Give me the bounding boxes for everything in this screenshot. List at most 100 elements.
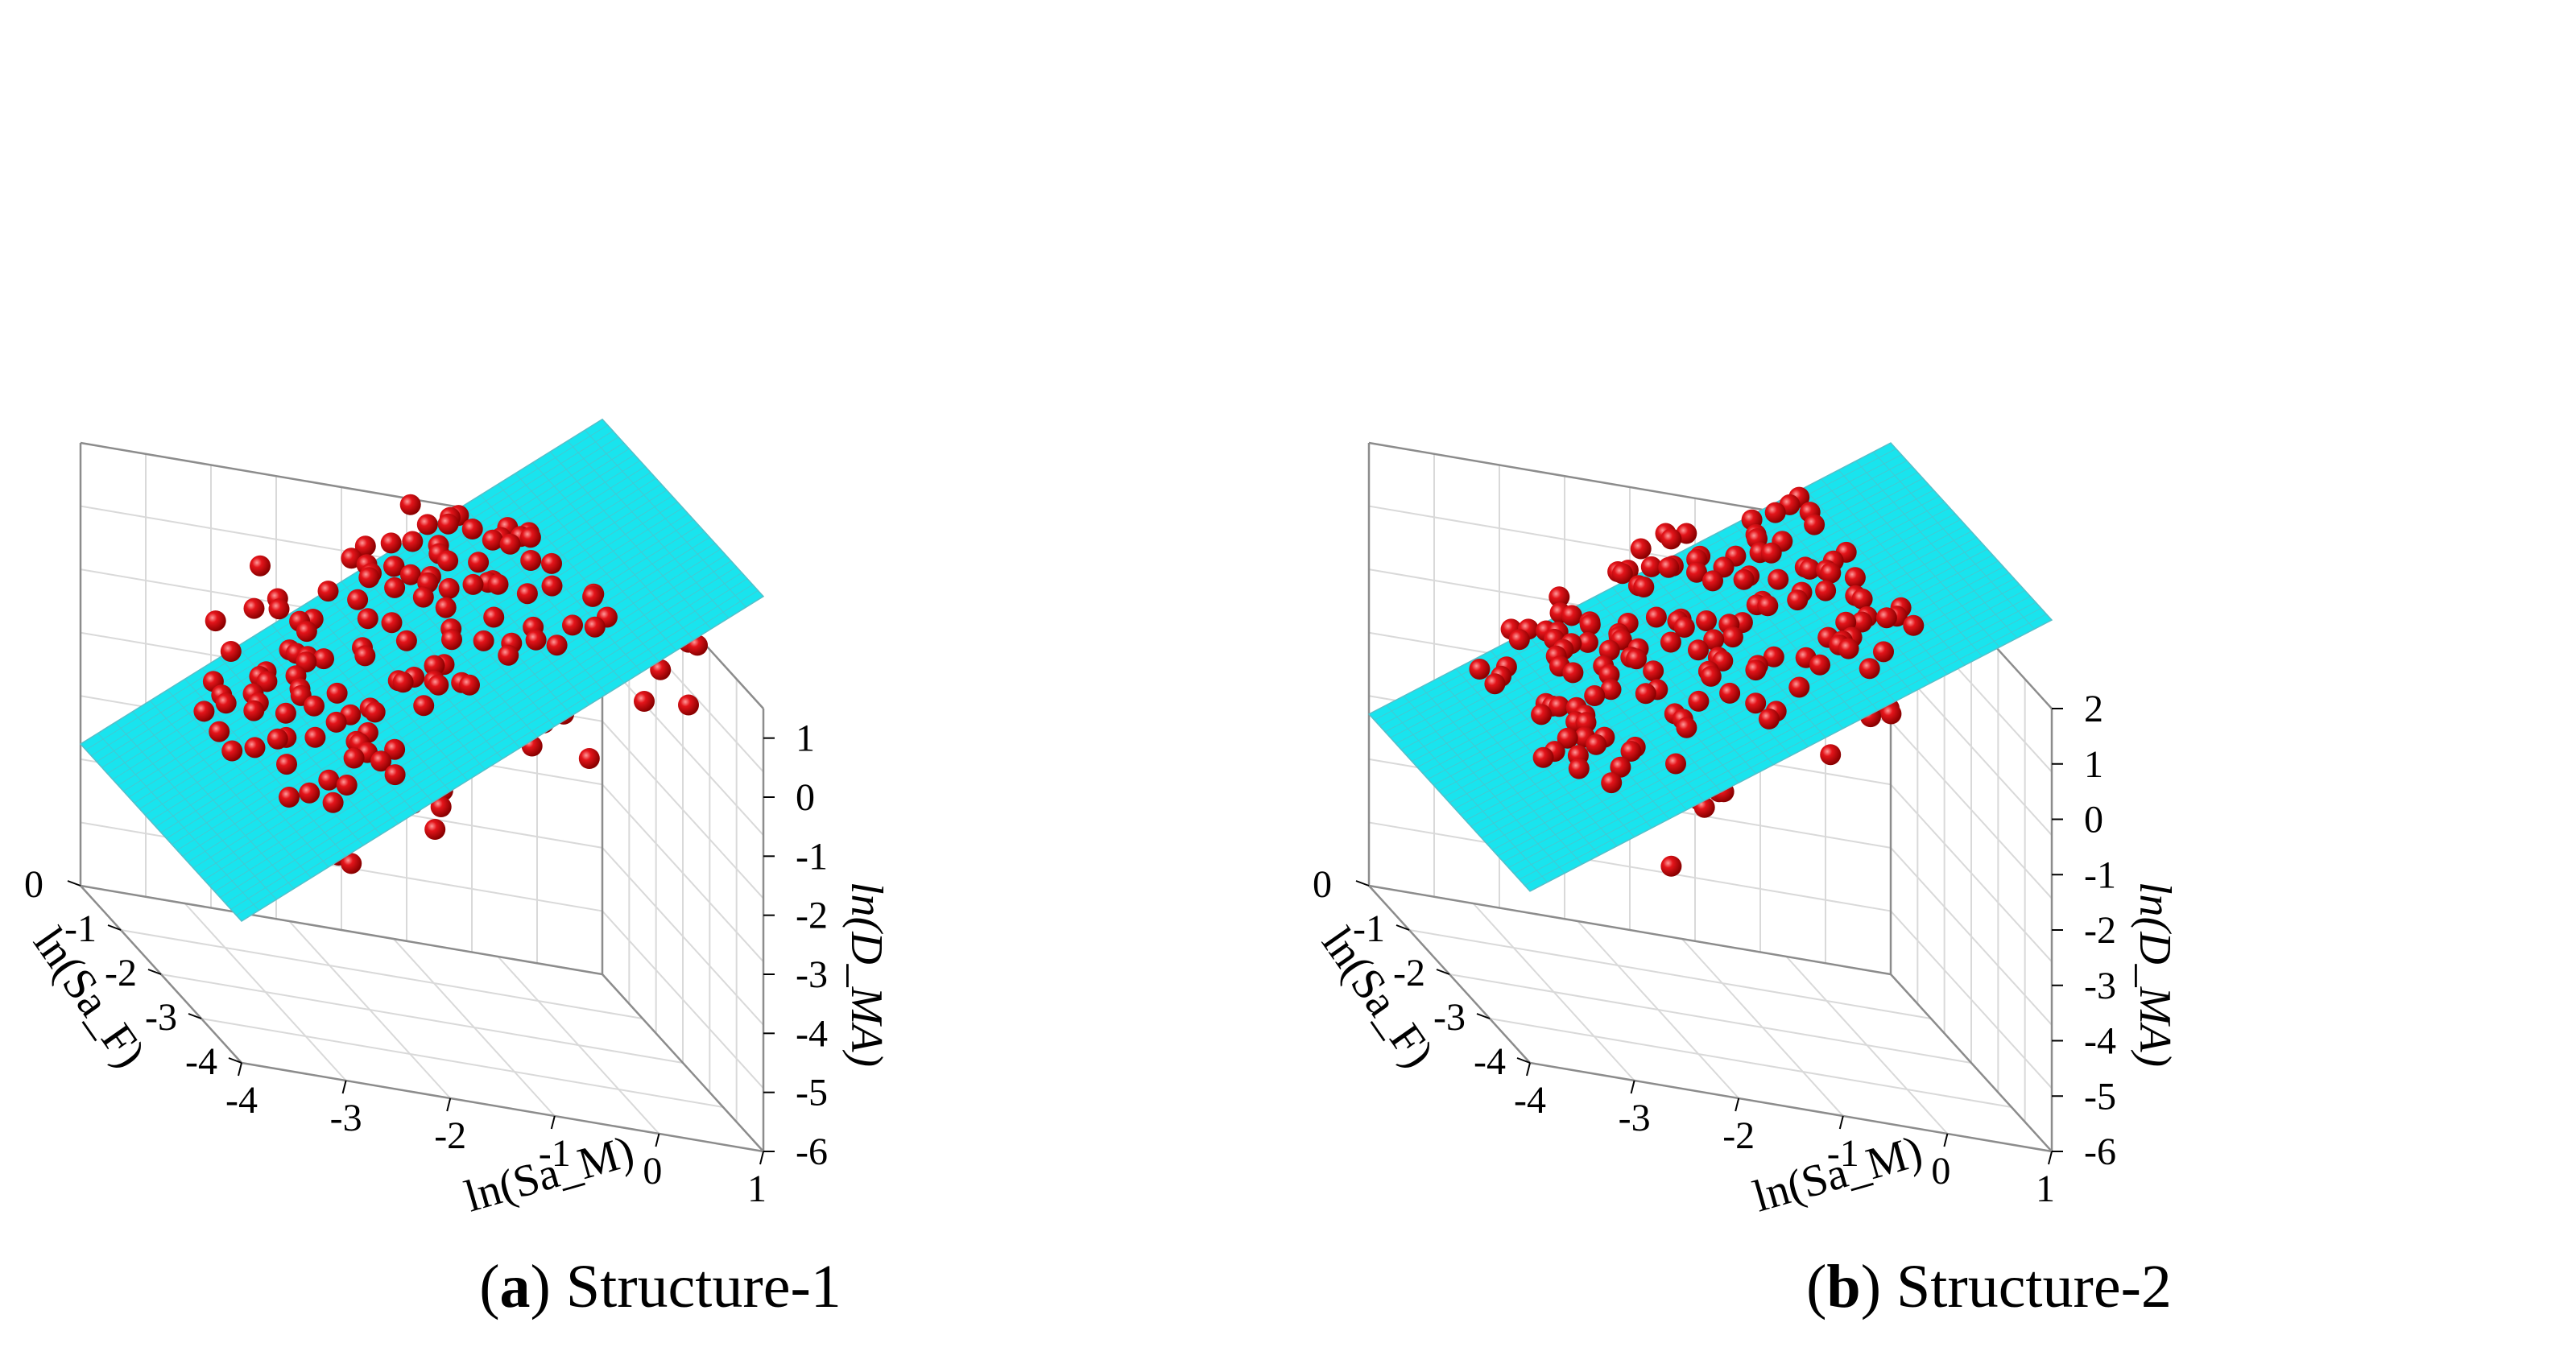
plane-mesh-line bbox=[150, 495, 672, 821]
data-point bbox=[1532, 746, 1554, 768]
grid-line bbox=[602, 721, 764, 899]
data-point bbox=[325, 711, 347, 733]
data-point bbox=[468, 552, 490, 573]
data-point bbox=[1851, 588, 1873, 610]
data-point bbox=[584, 616, 606, 638]
z-tick-label: 0 bbox=[2084, 799, 2103, 841]
axis-edge bbox=[602, 973, 764, 1152]
axis-edge bbox=[1529, 1061, 2053, 1153]
data-point bbox=[322, 792, 344, 813]
data-point bbox=[437, 550, 459, 572]
data-point bbox=[1568, 758, 1590, 779]
plane-mesh-line bbox=[1524, 614, 2047, 886]
data-point bbox=[519, 527, 541, 548]
plane-mesh-line bbox=[225, 578, 748, 904]
y-tick-label: 0 bbox=[24, 863, 43, 906]
data-point bbox=[250, 555, 271, 577]
z-tick-label: 1 bbox=[2084, 743, 2103, 786]
data-point bbox=[1745, 692, 1767, 714]
axis-edge bbox=[1368, 884, 1892, 976]
data-point bbox=[1548, 696, 1570, 717]
data-point bbox=[459, 674, 480, 696]
data-point bbox=[428, 674, 449, 696]
caption-title-b: Structure-2 bbox=[1896, 1253, 2172, 1321]
data-point bbox=[243, 700, 265, 721]
z-tick-label: -5 bbox=[796, 1072, 828, 1114]
x-tick bbox=[1630, 1080, 1635, 1094]
grid-line bbox=[1890, 910, 2053, 1089]
data-point bbox=[357, 608, 378, 630]
data-point bbox=[1722, 626, 1743, 648]
data-point bbox=[541, 552, 562, 574]
data-point bbox=[1626, 648, 1648, 670]
data-point bbox=[1660, 528, 1682, 550]
z-tick-label: -4 bbox=[2084, 1020, 2116, 1063]
z-tick-label: -5 bbox=[2084, 1075, 2116, 1118]
data-point bbox=[1469, 659, 1491, 680]
x-axis: -4 -3 -2 -1 0 1ln(Sa_M) bbox=[225, 1062, 767, 1221]
data-point bbox=[416, 514, 438, 535]
grid-line bbox=[201, 1018, 724, 1108]
data-point bbox=[399, 494, 421, 515]
axis-box bbox=[79, 441, 765, 1153]
y-tick-label: -2 bbox=[105, 952, 137, 994]
data-point bbox=[424, 655, 445, 676]
x-tick bbox=[550, 1115, 556, 1130]
data-point bbox=[358, 567, 380, 589]
data-point bbox=[1584, 685, 1606, 706]
plane-mesh-line bbox=[220, 572, 742, 899]
z-tick-label: -3 bbox=[2084, 965, 2116, 1007]
chart-panel-a: 10-1-2-3-4-5-6ln(D_MA)0-1-2-3-4ln(Sa_F)-… bbox=[23, 418, 891, 1221]
data-point bbox=[1880, 703, 1902, 725]
z-tick-label: -4 bbox=[796, 1012, 828, 1055]
x-tick bbox=[2048, 1151, 2053, 1165]
data-point bbox=[392, 672, 414, 693]
axis-edge bbox=[80, 884, 603, 976]
regression-plane bbox=[79, 418, 765, 922]
points-above-plane bbox=[193, 494, 618, 813]
data-point bbox=[402, 531, 424, 552]
x-tick-label: -2 bbox=[1722, 1114, 1755, 1157]
data-point bbox=[1600, 679, 1622, 701]
grid-line bbox=[1408, 929, 1932, 1019]
data-point bbox=[275, 702, 296, 724]
data-point bbox=[413, 695, 435, 717]
data-point bbox=[1758, 708, 1780, 730]
plane-mesh-line bbox=[230, 584, 753, 910]
data-point bbox=[1562, 662, 1584, 684]
data-point bbox=[1601, 772, 1623, 794]
data-point bbox=[1676, 717, 1697, 738]
plane-mesh-line bbox=[192, 543, 716, 869]
data-point bbox=[1531, 704, 1553, 725]
data-point bbox=[1660, 855, 1682, 877]
plane-mesh-line bbox=[155, 501, 678, 828]
data-point bbox=[435, 597, 457, 618]
data-point bbox=[578, 748, 600, 769]
chart-panel-b: 210-1-2-3-4-5-6ln(D_MA)0-1-2-3-4ln(Sa_F)… bbox=[1312, 441, 2180, 1221]
data-point bbox=[678, 694, 699, 716]
data-point bbox=[193, 701, 215, 722]
plane-mesh-line bbox=[236, 589, 759, 916]
data-point bbox=[336, 775, 358, 796]
data-point bbox=[1703, 629, 1725, 651]
data-point bbox=[1696, 610, 1717, 631]
data-point bbox=[1577, 631, 1598, 653]
y-tick bbox=[1516, 1057, 1531, 1064]
data-point bbox=[1763, 646, 1784, 668]
y-tick bbox=[228, 1057, 242, 1064]
data-point bbox=[381, 612, 403, 634]
z-tick-label: 0 bbox=[796, 776, 815, 819]
data-point bbox=[1745, 659, 1767, 681]
data-point bbox=[1635, 683, 1656, 705]
data-point bbox=[1658, 556, 1680, 578]
data-point bbox=[267, 728, 288, 750]
data-point bbox=[1700, 665, 1722, 687]
data-point bbox=[1733, 568, 1755, 590]
data-point bbox=[243, 597, 265, 619]
plane-mesh-line bbox=[198, 548, 721, 874]
data-point bbox=[1630, 538, 1652, 560]
z-tick-label: -1 bbox=[796, 835, 828, 878]
plane-mesh-line bbox=[85, 424, 608, 750]
data-point bbox=[525, 629, 547, 651]
